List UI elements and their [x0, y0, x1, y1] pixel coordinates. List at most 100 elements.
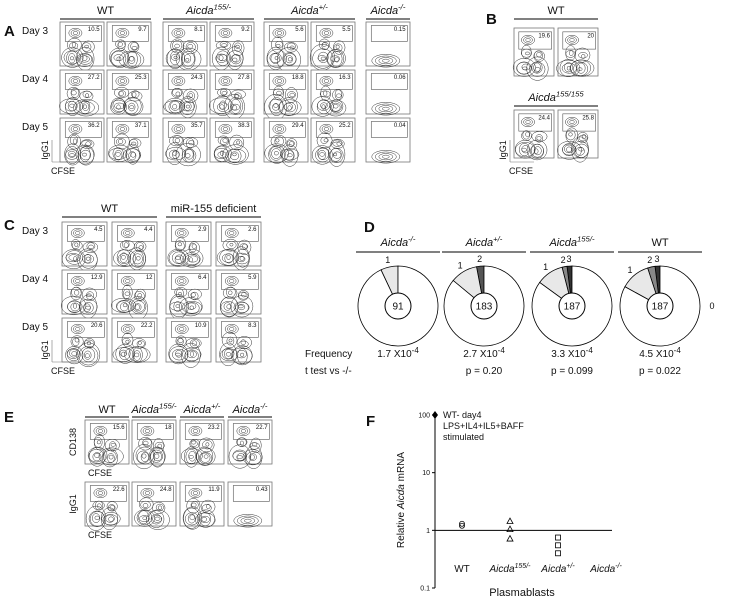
contour — [221, 90, 227, 96]
contour — [119, 349, 128, 357]
contour-plot — [133, 425, 166, 470]
contour — [175, 350, 183, 358]
gate-value: 2.9 — [198, 227, 207, 233]
gate-value: 29.4 — [292, 123, 304, 129]
plot-frame — [179, 419, 225, 465]
contour — [179, 327, 185, 331]
contour — [284, 87, 298, 103]
contour — [86, 341, 92, 346]
contour — [85, 141, 91, 147]
contour — [198, 452, 213, 465]
contour — [79, 99, 91, 115]
group-header: Aicda155/- — [548, 235, 594, 249]
contour — [276, 90, 282, 96]
gate-value: 4.4 — [144, 227, 153, 233]
gate — [117, 321, 155, 338]
contour — [521, 44, 532, 60]
contour — [326, 49, 345, 68]
contour — [175, 335, 187, 347]
contour — [65, 146, 80, 164]
contour — [189, 339, 200, 348]
contour — [128, 56, 136, 64]
contour — [273, 85, 284, 101]
contour — [275, 138, 280, 143]
slice-label: 2 — [477, 254, 482, 264]
slice-label: 3 — [567, 254, 572, 264]
row-label: Day 5 — [22, 322, 49, 333]
superscript: 155/- — [577, 235, 595, 244]
contour — [311, 145, 333, 165]
contour — [225, 148, 247, 163]
contour-plot — [168, 323, 202, 368]
superscript: +/- — [493, 235, 503, 244]
contour — [378, 105, 394, 113]
contour — [222, 287, 238, 299]
contour — [117, 125, 128, 133]
slice-label: 2 — [647, 255, 652, 265]
contour — [196, 509, 215, 528]
contour — [67, 38, 82, 52]
contour — [70, 323, 85, 335]
contour — [137, 293, 143, 299]
plot-frame — [165, 317, 212, 363]
contour — [196, 447, 216, 466]
contour — [226, 336, 235, 346]
contour — [72, 138, 77, 144]
contour — [171, 123, 186, 135]
contour — [79, 90, 94, 102]
contour — [144, 429, 150, 433]
contour — [180, 101, 195, 112]
contour — [174, 227, 189, 239]
group-header: Aicda+/- — [465, 235, 503, 249]
plot-frame — [557, 27, 599, 77]
gate — [370, 25, 408, 42]
contour-plot — [371, 150, 401, 164]
contour — [83, 302, 94, 314]
contour — [129, 105, 135, 110]
contour — [526, 139, 548, 161]
contour — [188, 487, 203, 499]
contour-plot — [182, 487, 216, 530]
contour — [278, 99, 302, 116]
p-value: p = 0.099 — [551, 366, 593, 377]
contour — [187, 44, 194, 49]
contour — [217, 135, 229, 145]
contour — [284, 150, 295, 161]
contour — [523, 36, 533, 44]
contour — [130, 42, 139, 51]
contour — [122, 97, 144, 116]
contour — [118, 90, 127, 98]
contour — [101, 512, 121, 526]
gate — [67, 273, 105, 290]
gate-value: 16.3 — [339, 75, 351, 81]
contour-plot — [233, 514, 263, 528]
contour — [177, 325, 187, 333]
contour — [185, 58, 190, 62]
contour — [179, 279, 185, 283]
gate — [370, 73, 408, 90]
contour — [237, 515, 259, 526]
contour — [571, 136, 589, 163]
contour — [274, 77, 285, 85]
contour — [108, 454, 114, 460]
contour — [115, 151, 121, 157]
contour — [177, 277, 187, 285]
contour — [69, 153, 75, 157]
contour — [152, 501, 166, 515]
contour — [375, 151, 397, 162]
contour — [222, 138, 228, 143]
contour — [535, 134, 543, 143]
contour — [229, 134, 245, 151]
contour — [168, 250, 187, 266]
gate-value: 0.43 — [256, 487, 268, 493]
contour — [521, 34, 535, 46]
contour — [205, 442, 210, 447]
contour — [130, 298, 147, 315]
contour — [316, 132, 333, 149]
slice-label: 0 — [709, 301, 714, 311]
contour — [195, 446, 214, 466]
contour — [75, 231, 81, 235]
contour — [330, 138, 345, 149]
contour — [536, 136, 542, 141]
contour — [220, 348, 239, 362]
